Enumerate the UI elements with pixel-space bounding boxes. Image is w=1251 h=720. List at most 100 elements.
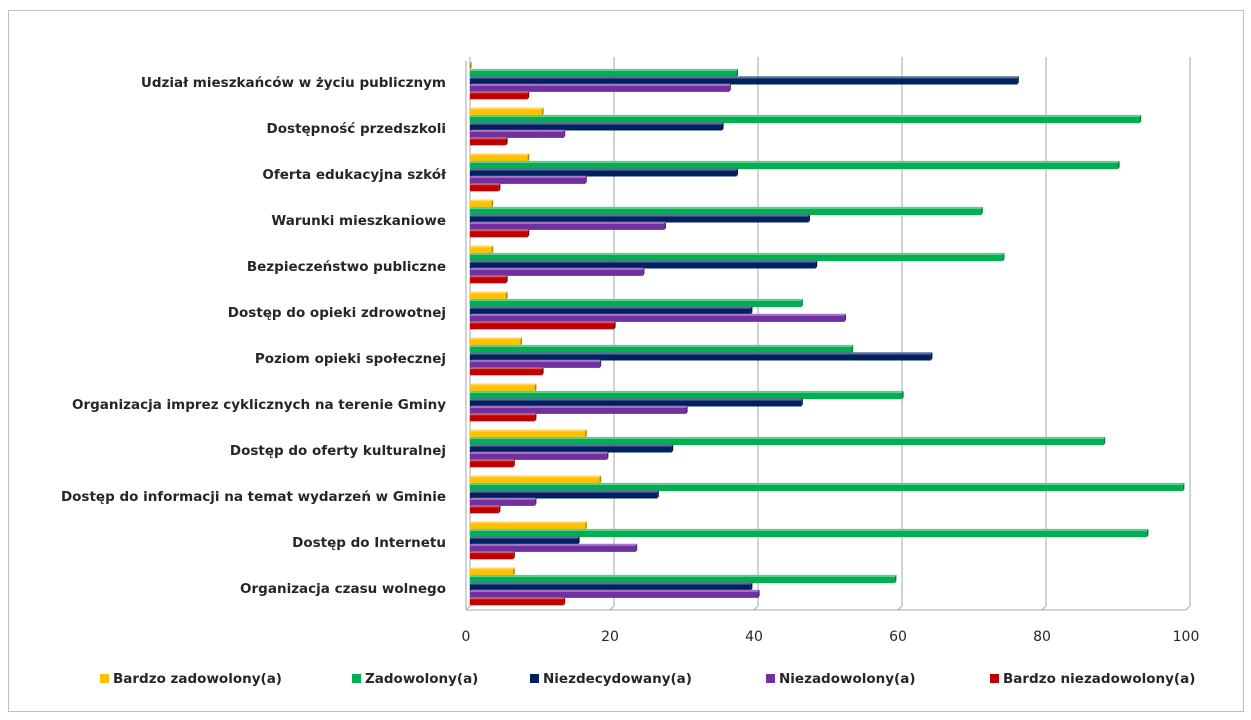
bar <box>470 505 501 514</box>
gridline-depth-0 <box>465 605 471 611</box>
bar <box>470 129 566 138</box>
bar <box>470 551 515 560</box>
bar <box>470 68 738 78</box>
bar <box>470 398 803 407</box>
legend-label: Bardzo zadowolony(a) <box>113 671 282 687</box>
category-label: Poziom opieki społecznej <box>255 351 446 367</box>
gridline-depth-40 <box>753 605 759 611</box>
bar <box>470 160 1120 170</box>
legend-swatch <box>100 674 109 683</box>
category-label: Dostęp do oferty kulturalnej <box>230 443 446 459</box>
bar <box>470 337 522 346</box>
bar <box>470 413 537 422</box>
bar <box>470 168 738 177</box>
legend-swatch <box>990 674 999 683</box>
bar <box>470 260 818 269</box>
bar <box>470 137 508 146</box>
bar <box>470 528 1149 538</box>
x-tick-label: 20 <box>601 629 619 645</box>
legend-swatch <box>766 674 775 683</box>
legend-item: Bardzo niezadowolony(a) <box>990 671 1195 687</box>
category-label: Dostępność przedszkoli <box>267 121 446 137</box>
bar <box>470 321 616 330</box>
category-label: Bezpieczeństwo publiczne <box>247 259 446 275</box>
bar <box>470 589 760 598</box>
category-label: Organizacja imprez cyklicznych na tereni… <box>72 397 446 413</box>
bar <box>470 344 854 354</box>
axes: 0 20 40 60 80 100 Udział mieszkańców w życiu p… <box>61 61 1199 645</box>
bar <box>470 206 983 216</box>
bar <box>470 543 638 552</box>
bar <box>470 497 537 506</box>
bar <box>470 367 544 376</box>
bar <box>470 175 587 184</box>
x-tick-label: 80 <box>1033 629 1051 645</box>
bar <box>470 444 674 453</box>
bar <box>470 153 530 162</box>
bar <box>470 574 897 584</box>
bar <box>470 352 933 361</box>
bars <box>470 61 1185 606</box>
legend-item: Niezdecydowany(a) <box>530 671 692 687</box>
legend-swatch <box>352 674 361 683</box>
bar <box>470 313 846 322</box>
bar <box>470 275 508 284</box>
bar <box>470 199 494 208</box>
bar <box>470 482 1185 492</box>
bar <box>470 306 753 315</box>
bar <box>470 221 666 230</box>
bar <box>470 114 1142 124</box>
legend-label: Niezadowolony(a) <box>779 671 916 687</box>
x-tick-label: 40 <box>745 629 763 645</box>
bar <box>470 405 688 414</box>
gridlines <box>465 57 1191 611</box>
bar <box>470 359 602 368</box>
bar <box>470 267 645 276</box>
bar <box>470 245 494 254</box>
bar <box>470 183 501 192</box>
x-tick-label: 0 <box>462 629 471 645</box>
bar <box>470 383 537 392</box>
bar <box>470 475 602 484</box>
x-tick-label: 100 <box>1173 629 1200 645</box>
bar <box>470 252 1005 262</box>
gridline-depth-80 <box>1041 605 1047 611</box>
bar <box>470 107 544 116</box>
bar <box>470 567 515 576</box>
legend-label: Niezdecydowany(a) <box>543 671 692 687</box>
gridline-depth-100 <box>1185 605 1191 611</box>
category-label: Dostęp do informacji na temat wydarzeń w… <box>61 489 446 505</box>
legend-label: Zadowolony(a) <box>365 671 478 687</box>
bar <box>470 459 515 468</box>
category-label: Dostęp do Internetu <box>292 535 446 551</box>
legend: Bardzo zadowolony(a) Zadowolony(a) Niezdec… <box>100 671 1195 687</box>
bar <box>470 214 810 223</box>
bar <box>470 291 508 300</box>
category-label: Udział mieszkańców w życiu publicznym <box>141 75 446 91</box>
bar <box>470 122 724 131</box>
bar <box>470 490 659 499</box>
bar <box>470 521 587 530</box>
category-label: Organizacja czasu wolnego <box>240 581 446 597</box>
gridline-depth-20 <box>609 605 615 611</box>
bar <box>470 298 803 308</box>
bar <box>470 451 609 460</box>
category-label: Warunki mieszkaniowe <box>271 213 446 229</box>
category-label: Dostęp do opieki zdrowotnej <box>228 305 446 321</box>
bar <box>470 76 1019 85</box>
legend-label: Bardzo niezadowolony(a) <box>1003 671 1195 687</box>
bar <box>470 91 530 100</box>
bar <box>470 83 731 92</box>
bar <box>470 597 566 606</box>
legend-swatch <box>530 674 539 683</box>
legend-item: Zadowolony(a) <box>352 671 478 687</box>
bar <box>470 61 472 70</box>
legend-item: Bardzo zadowolony(a) <box>100 671 282 687</box>
gridline-depth-60 <box>897 605 903 611</box>
bar <box>470 229 530 238</box>
category-label: Oferta edukacyjna szkół <box>262 167 447 183</box>
bar <box>470 436 1106 446</box>
bar <box>470 536 580 545</box>
bar <box>470 582 753 591</box>
